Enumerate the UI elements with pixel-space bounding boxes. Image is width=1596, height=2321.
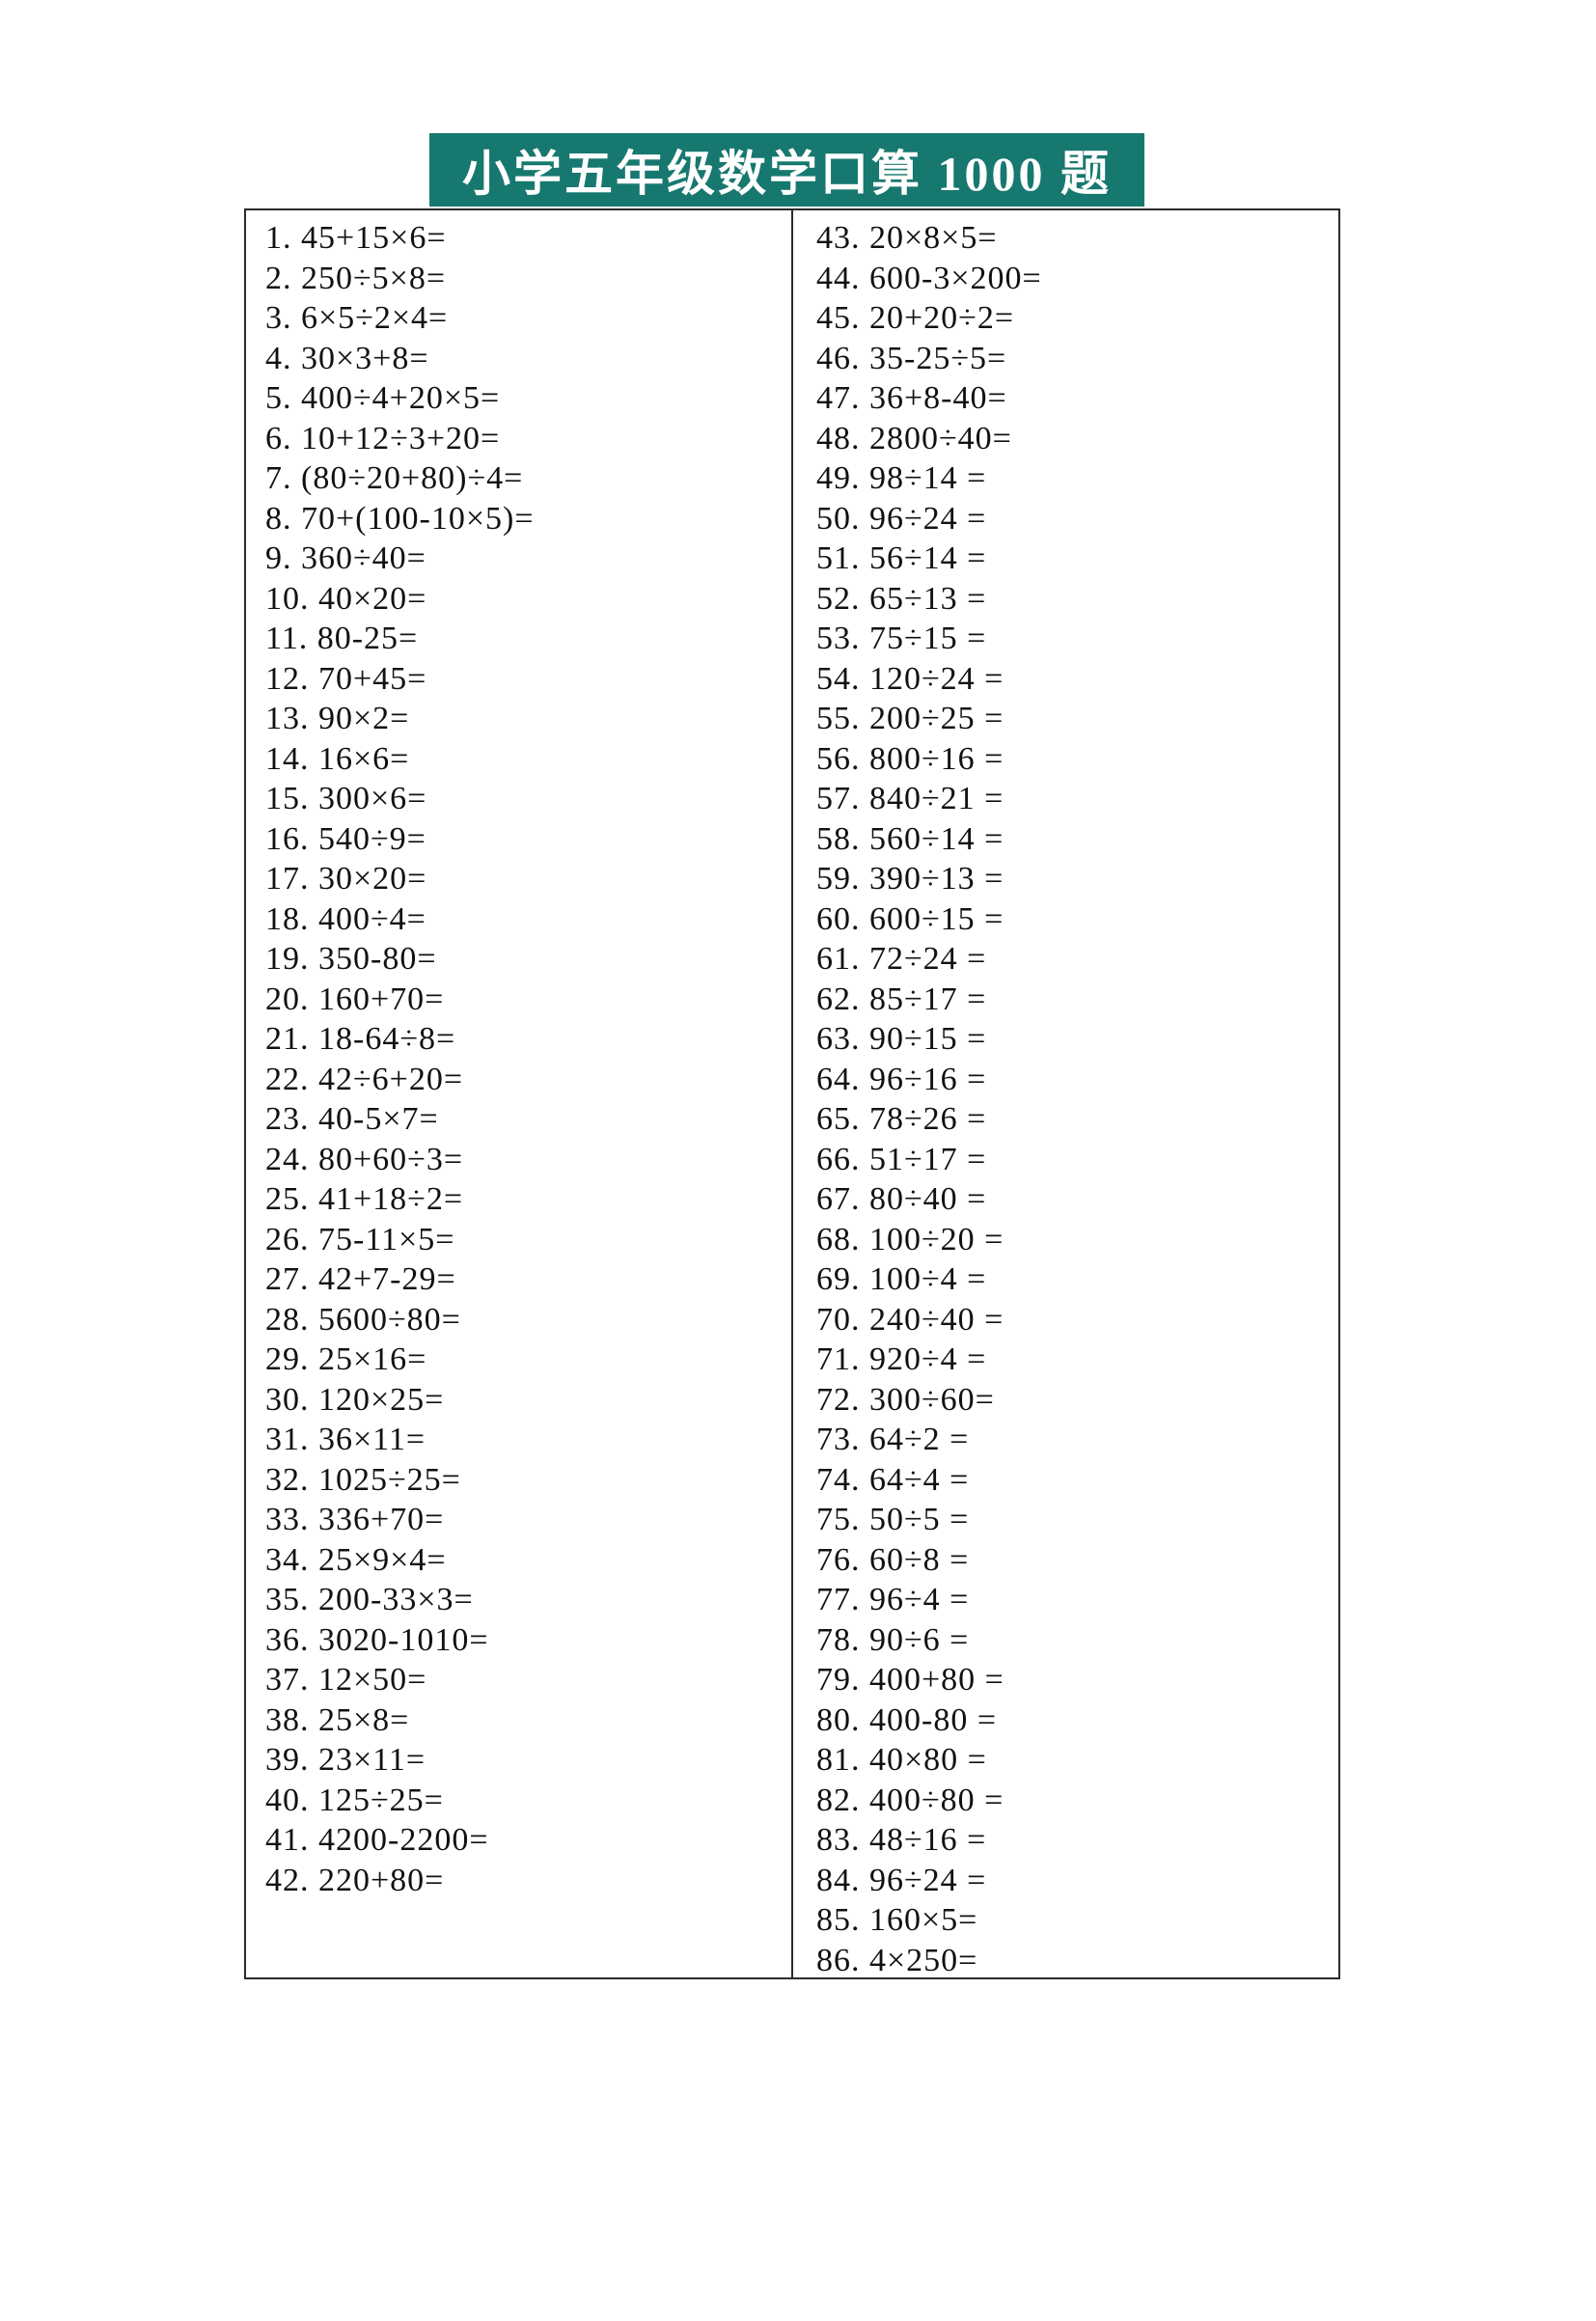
problem-item: 18. 400÷4= (265, 900, 427, 937)
problem-item: 24. 80+60÷3= (265, 1141, 464, 1177)
problem-item: 40. 125÷25= (265, 1782, 444, 1818)
problem-item: 4. 30×3+8= (265, 340, 429, 376)
problem-item: 49. 98÷14 = (816, 460, 987, 496)
problem-item: 7. (80÷20+80)÷4= (265, 460, 524, 496)
problem-item: 9. 360÷40= (265, 540, 427, 576)
problem-item: 45. 20+20÷2= (816, 300, 1015, 336)
problem-item: 32. 1025÷25= (265, 1461, 461, 1498)
problem-item: 26. 75-11×5= (265, 1221, 455, 1257)
problem-item: 23. 40-5×7= (265, 1101, 439, 1137)
problem-item: 48. 2800÷40= (816, 420, 1012, 456)
problem-item: 52. 65÷13 = (816, 580, 987, 617)
problem-item: 47. 36+8-40= (816, 380, 1007, 416)
problem-item: 55. 200÷25 = (816, 701, 1004, 736)
problem-item: 57. 840÷21 = (816, 781, 1004, 816)
problem-item: 50. 96÷24 = (816, 500, 987, 537)
problem-item: 2. 250÷5×8= (265, 260, 447, 296)
problem-item: 67. 80÷40 = (816, 1181, 987, 1217)
problem-item: 30. 120×25= (265, 1381, 445, 1418)
problem-item: 76. 60÷8 = (816, 1541, 970, 1578)
problem-item: 60. 600÷15 = (816, 900, 1004, 937)
problem-item: 19. 350-80= (265, 941, 437, 977)
problem-item: 80. 400-80 = (816, 1701, 997, 1738)
problem-item: 72. 300÷60= (816, 1381, 995, 1418)
problem-item: 65. 78÷26 = (816, 1101, 987, 1137)
problems-table: 1. 45+15×6= 2. 250÷5×8= 3. 6×5÷2×4= 4. 30×3… (244, 208, 1340, 1979)
problem-item: 1. 45+15×6= (265, 220, 447, 256)
problem-item: 5. 400÷4+20×5= (265, 380, 501, 416)
problem-item: 66. 51÷17 = (816, 1141, 987, 1177)
problem-item: 83. 48÷16 = (816, 1822, 987, 1858)
problem-item: 44. 600-3×200= (816, 260, 1042, 296)
problem-item: 86. 4×250= (816, 1942, 978, 1978)
problem-item: 85. 160×5= (816, 1902, 978, 1938)
problem-item: 37. 12×50= (265, 1662, 427, 1698)
problem-item: 36. 3020-1010= (265, 1621, 489, 1658)
problem-item: 8. 70+(100-10×5)= (265, 500, 535, 537)
problem-item: 17. 30×20= (265, 861, 427, 897)
problem-item: 70. 240÷40 = (816, 1301, 1004, 1338)
problem-item: 56. 800÷16 = (816, 740, 1004, 777)
problem-item: 59. 390÷13 = (816, 861, 1004, 897)
problem-item: 41. 4200-2200= (265, 1822, 489, 1858)
problem-item: 58. 560÷14 = (816, 820, 1004, 857)
problem-item: 27. 42+7-29= (265, 1261, 456, 1297)
worksheet-title: 小学五年级数学口算 1000 题 (429, 133, 1144, 207)
problem-item: 43. 20×8×5= (816, 220, 998, 256)
problem-item: 15. 300×6= (265, 781, 427, 816)
problem-item: 84. 96÷24 = (816, 1862, 987, 1898)
problem-item: 11. 80-25= (265, 621, 419, 656)
problem-item: 28. 5600÷80= (265, 1301, 461, 1338)
problem-item: 78. 90÷6 = (816, 1621, 970, 1658)
problem-item: 82. 400÷80 = (816, 1782, 1004, 1818)
problem-item: 42. 220+80= (265, 1862, 445, 1898)
problem-item: 53. 75÷15 = (816, 621, 987, 656)
problem-item: 25. 41+18÷2= (265, 1181, 464, 1217)
problem-item: 63. 90÷15 = (816, 1021, 987, 1057)
problem-item: 34. 25×9×4= (265, 1541, 447, 1578)
problem-item: 6. 10+12÷3+20= (265, 420, 501, 456)
problem-item: 61. 72÷24 = (816, 941, 987, 977)
problem-item: 35. 200-33×3= (265, 1582, 474, 1617)
problem-item: 39. 23×11= (265, 1742, 427, 1778)
problem-item: 62. 85÷17 = (816, 981, 987, 1017)
problem-item: 54. 120÷24 = (816, 660, 1004, 697)
problem-item: 79. 400+80 = (816, 1662, 1004, 1698)
problem-item: 46. 35-25÷5= (816, 340, 1007, 376)
problem-item: 77. 96÷4 = (816, 1582, 970, 1617)
problem-item: 21. 18-64÷8= (265, 1021, 456, 1057)
problem-item: 3. 6×5÷2×4= (265, 300, 449, 336)
problem-item: 69. 100÷4 = (816, 1261, 987, 1297)
right-column: 43. 20×8×5= 44. 600-3×200= 45. 20+20÷2= 46.… (793, 210, 1338, 1978)
problem-item: 20. 160+70= (265, 981, 445, 1017)
problem-item: 14. 16×6= (265, 740, 410, 777)
problem-item: 31. 36×11= (265, 1422, 427, 1457)
problem-item: 74. 64÷4 = (816, 1461, 970, 1498)
problem-item: 68. 100÷20 = (816, 1221, 1004, 1257)
problem-item: 73. 64÷2 = (816, 1422, 970, 1457)
problem-item: 75. 50÷5 = (816, 1502, 970, 1537)
left-column: 1. 45+15×6= 2. 250÷5×8= 3. 6×5÷2×4= 4. 30×3… (246, 210, 793, 1977)
problem-item: 16. 540÷9= (265, 820, 427, 857)
problem-item: 12. 70+45= (265, 660, 427, 697)
problem-item: 22. 42÷6+20= (265, 1061, 464, 1097)
problem-item: 71. 920÷4 = (816, 1341, 987, 1377)
problem-item: 64. 96÷16 = (816, 1061, 987, 1097)
problem-item: 29. 25×16= (265, 1341, 427, 1377)
problem-item: 38. 25×8= (265, 1701, 410, 1738)
problem-item: 13. 90×2= (265, 701, 410, 736)
problem-item: 51. 56÷14 = (816, 540, 987, 576)
problem-item: 10. 40×20= (265, 580, 427, 617)
problem-item: 33. 336+70= (265, 1502, 445, 1537)
problem-item: 81. 40×80 = (816, 1742, 987, 1778)
